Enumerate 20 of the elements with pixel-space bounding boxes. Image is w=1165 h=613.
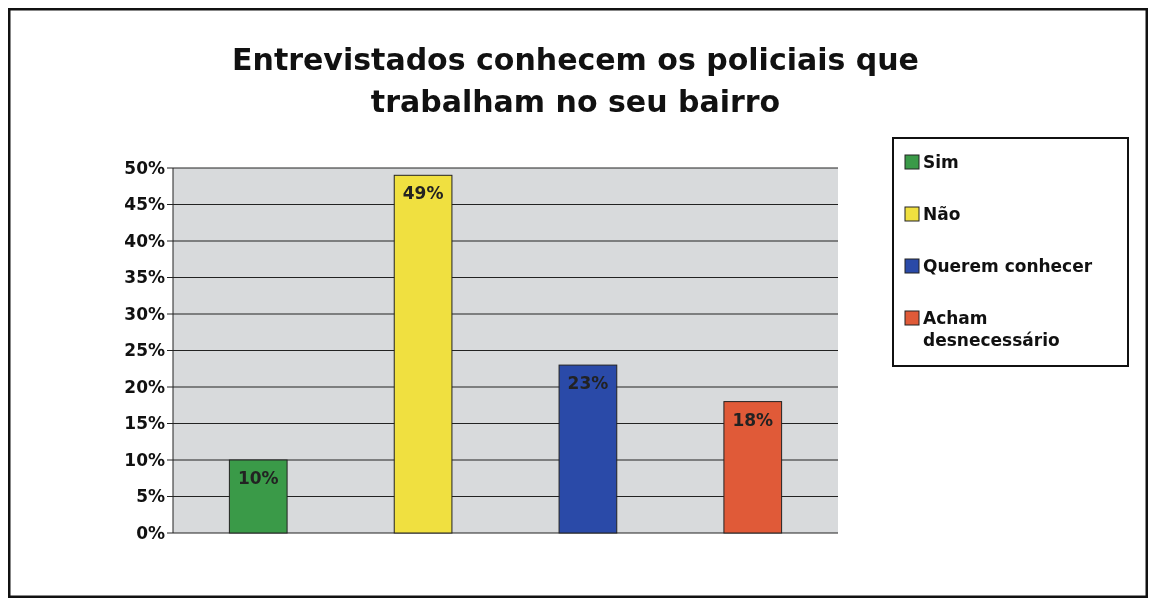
y-tick-label: 0% <box>136 522 165 543</box>
y-tick-label: 20% <box>124 376 165 397</box>
y-tick-label: 40% <box>124 230 165 251</box>
y-tick-label: 30% <box>124 303 165 324</box>
data-label: 18% <box>732 409 774 430</box>
legend-label: Sim <box>923 152 959 172</box>
data-label: 49% <box>402 183 444 204</box>
y-tick-label: 25% <box>124 340 165 361</box>
data-label: 10% <box>237 468 279 488</box>
y-tick-label: 35% <box>124 267 165 288</box>
chart-title: Entrevistados conhecem os policiais que trabalham no seu bairro <box>232 42 919 119</box>
y-tick-label: 45% <box>124 194 165 215</box>
data-label: 23% <box>567 373 609 394</box>
legend-label: Querem conhecer <box>923 256 1093 276</box>
y-tick-label: 50% <box>124 157 165 178</box>
legend-label: Acham desnecessário <box>923 308 1060 350</box>
y-tick-label: 15% <box>124 413 165 434</box>
y-tick-label: 10% <box>124 449 165 470</box>
legend-label: Não <box>923 204 961 224</box>
y-tick-label: 5% <box>136 486 165 507</box>
